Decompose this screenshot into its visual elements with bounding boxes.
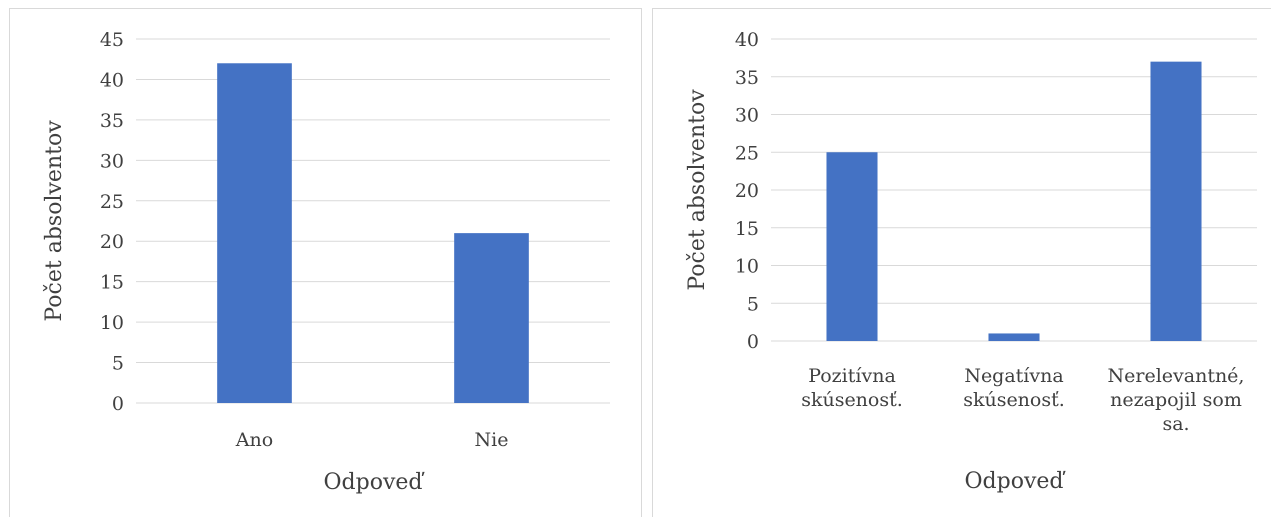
bar-2 — [988, 333, 1039, 341]
y-tick-label: 30 — [100, 150, 124, 172]
y-tick-label: 25 — [100, 191, 124, 213]
y-tick-label: 5 — [112, 353, 124, 375]
chart-panel-left: 0 5 10 15 20 25 30 35 40 45 Ano Nie Odpoveď Počet abs… — [9, 8, 642, 517]
y-tick-label: 35 — [100, 110, 124, 132]
chart-panel-right: 0 5 10 15 20 25 30 35 40 Pozitívna skúsenosť. Negat… — [652, 8, 1271, 517]
y-tick-label: 10 — [100, 312, 124, 334]
y-tick-label: 35 — [735, 67, 759, 89]
y-axis-title: Počet absolventov — [42, 120, 67, 322]
x-axis-title: Odpoveď — [324, 470, 426, 495]
bar-1 — [217, 63, 292, 403]
x-tick-label: Nerelevantné, nezapojil som sa. — [1108, 365, 1245, 435]
y-tick-label: 45 — [100, 29, 124, 51]
x-tick-label: Nie — [475, 429, 509, 451]
bar-1 — [826, 152, 877, 341]
y-tick-label: 10 — [735, 256, 759, 278]
y-tick-label: 40 — [735, 29, 759, 51]
chart-right-svg: 0 5 10 15 20 25 30 35 40 Pozitívna skúsenosť. Negat… — [653, 9, 1271, 518]
x-axis-title: Odpoveď — [965, 469, 1067, 494]
y-tick-label: 25 — [735, 142, 759, 164]
y-tick-label: 5 — [747, 293, 759, 315]
y-tick-label: 20 — [735, 180, 759, 202]
y-tick-label: 15 — [100, 272, 124, 294]
y-axis-title: Počet absolventov — [685, 89, 710, 291]
x-tick-label: Pozitívna skúsenosť. — [801, 365, 903, 411]
y-tick-label: 30 — [735, 105, 759, 127]
y-tick-label: 40 — [100, 69, 124, 91]
x-tick-label: Ano — [235, 429, 273, 451]
bar-2 — [454, 233, 529, 403]
y-tick-label: 20 — [100, 231, 124, 253]
bar-3 — [1150, 62, 1201, 341]
x-tick-label: Negatívna skúsenosť. — [963, 365, 1065, 411]
y-tick-label: 15 — [735, 218, 759, 240]
chart-left-svg: 0 5 10 15 20 25 30 35 40 45 Ano Nie Odpoveď Počet abs… — [10, 9, 643, 518]
y-tick-label: 0 — [112, 393, 124, 415]
y-tick-label: 0 — [747, 331, 759, 353]
